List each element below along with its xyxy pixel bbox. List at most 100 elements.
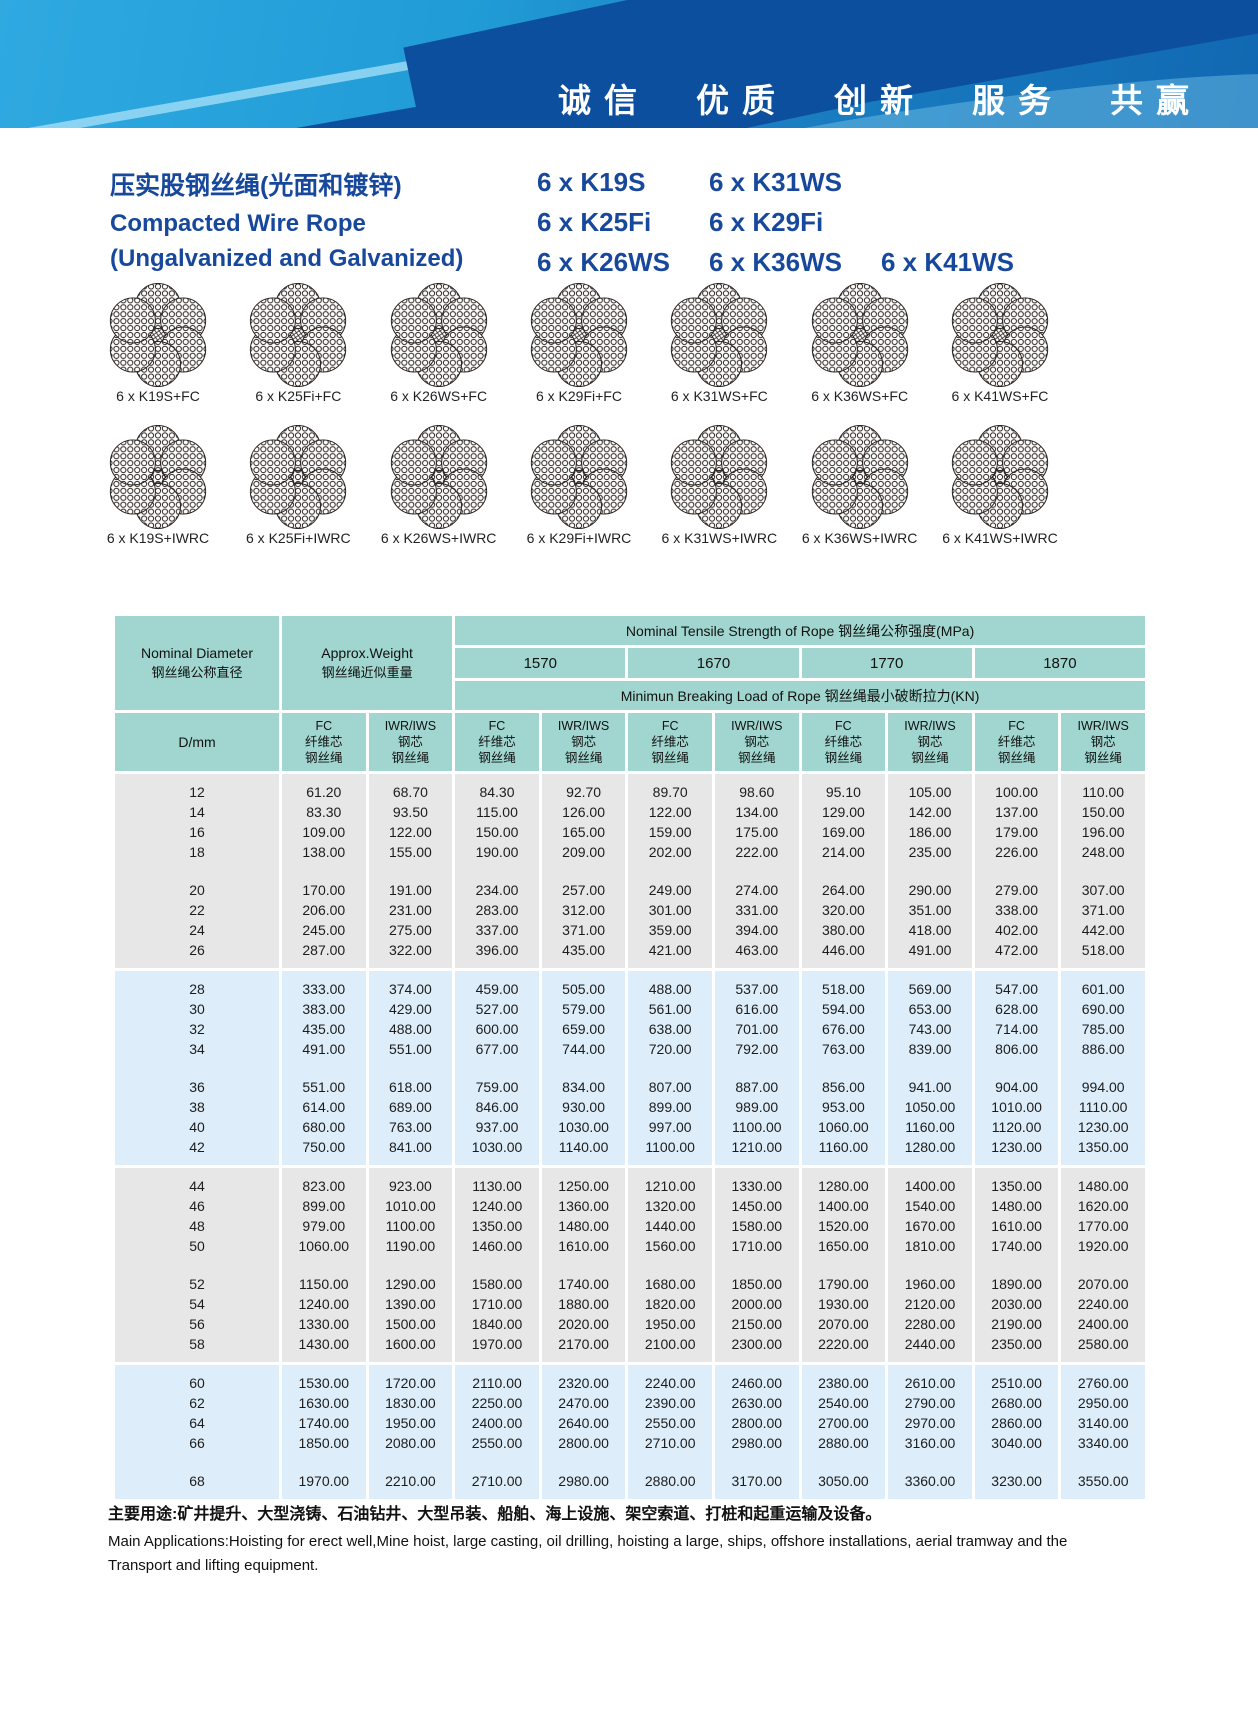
value-cell: 2070.00 [818, 1316, 869, 1332]
value-cell: 2540.00 [818, 1395, 869, 1411]
value-cell: 2880.00 [818, 1435, 869, 1451]
row-spacer [115, 1059, 279, 1077]
value-cell: 115.00 [476, 804, 518, 820]
model-label: 6 x K26WS [537, 246, 670, 277]
core-label-line: IWR/IWS [557, 719, 610, 733]
value-cell: 191.00 [388, 882, 432, 898]
value-cell: 186.00 [908, 824, 952, 840]
diameter-cell: 24 [189, 922, 205, 938]
value-cell: 1920.00 [1077, 1238, 1129, 1254]
value-cell: 1190.00 [385, 1238, 436, 1254]
value-cell: 1350.00 [1077, 1139, 1129, 1155]
core-label-line: 钢丝绳 [391, 751, 430, 765]
value-cell: 1250.00 [558, 1178, 609, 1194]
core-label-line: 钢芯 [917, 735, 943, 749]
row-spacer [802, 1453, 886, 1471]
value-cell: 418.00 [908, 922, 952, 938]
core-label-line: 钢芯 [571, 735, 597, 749]
value-cell: 202.00 [648, 844, 692, 860]
core-label-line: 纤维芯 [651, 735, 689, 749]
header-fc-core: FC 纤维芯 钢丝绳 [628, 713, 712, 771]
value-column: 1400.00 1540.00 1670.00 1810.00 1960.00 2120.… [888, 1168, 972, 1362]
value-cell: 1060.00 [298, 1238, 350, 1254]
value-cell: 83.30 [306, 804, 342, 820]
value-cell: 488.00 [388, 1021, 432, 1037]
value-cell: 290.00 [908, 882, 952, 898]
value-cell: 1440.00 [644, 1218, 696, 1234]
value-cell: 600.00 [475, 1021, 519, 1037]
value-cell: 122.00 [648, 804, 692, 820]
value-cell: 3140.00 [1077, 1415, 1129, 1431]
value-column: 1350.00 1480.00 1610.00 1740.00 1890.00 2030.… [974, 1168, 1059, 1362]
value-cell: 1450.00 [731, 1198, 783, 1214]
value-cell: 226.00 [995, 844, 1038, 860]
header-nominal-diameter: Nominal Diameter 钢丝绳公称直径 [115, 616, 279, 710]
value-cell: 150.00 [475, 824, 519, 840]
value-cell: 190.00 [475, 844, 519, 860]
diameter-column: 44 46 48 50 52 54 56 58 [115, 1168, 279, 1362]
value-cell: 3050.00 [818, 1473, 869, 1489]
value-cell: 1460.00 [471, 1238, 523, 1254]
diameter-cell: 50 [189, 1238, 205, 1254]
value-cell: 2030.00 [991, 1296, 1042, 1312]
value-cell: 743.00 [908, 1021, 952, 1037]
value-cell: 1790.00 [818, 1276, 869, 1292]
value-cell: 1770.00 [1077, 1218, 1129, 1234]
value-cell: 1850.00 [298, 1435, 350, 1451]
value-cell: 1580.00 [471, 1276, 523, 1292]
value-cell: 95.10 [825, 784, 861, 800]
diameter-cell: 38 [189, 1099, 205, 1115]
value-column: 1330.00 1450.00 1580.00 1710.00 1850.00 2000.… [714, 1168, 799, 1362]
value-cell: 551.00 [388, 1041, 432, 1057]
value-cell: 1230.00 [991, 1139, 1042, 1155]
value-cell: 2000.00 [731, 1296, 783, 1312]
core-label-line: 钢芯 [744, 735, 770, 749]
value-cell: 792.00 [735, 1041, 779, 1057]
diameter-cell: 46 [189, 1198, 205, 1214]
value-cell: 527.00 [475, 1001, 519, 1017]
value-column: 100.00 137.00 179.00 226.00 279.00 338.00 402.… [974, 774, 1059, 968]
rope-figure: 6 x K41WS+FC [934, 283, 1066, 404]
value-cell: 312.00 [562, 902, 605, 918]
value-cell: 1850.00 [731, 1276, 783, 1292]
value-column: 1530.00 1630.00 1740.00 1850.00 1970.00 [282, 1365, 366, 1499]
value-column: 923.00 1010.00 1100.00 1190.00 1290.00 1390.0… [368, 1168, 453, 1362]
core-label-line: 钢芯 [397, 735, 423, 749]
value-column: 601.00 690.00 785.00 886.00 994.00 1110.00 123… [1061, 971, 1145, 1165]
value-cell: 750.00 [302, 1139, 346, 1155]
diameter-cell: 58 [189, 1336, 205, 1352]
value-cell: 676.00 [821, 1021, 865, 1037]
diameter-cell: 42 [189, 1139, 205, 1155]
value-column: 2320.00 2470.00 2640.00 2800.00 2980.00 [541, 1365, 626, 1499]
value-cell: 2980.00 [558, 1473, 609, 1489]
row-spacer [715, 1453, 799, 1471]
value-cell: 179.00 [995, 824, 1038, 840]
value-cell: 435.00 [302, 1021, 346, 1037]
slogan-word: 诚信 [558, 82, 650, 119]
row-spacer [542, 1059, 626, 1077]
value-cell: 834.00 [562, 1079, 605, 1095]
value-cell: 1240.00 [471, 1198, 523, 1214]
value-cell: 2400.00 [1077, 1316, 1129, 1332]
diameter-cell: 26 [189, 942, 205, 958]
value-cell: 1610.00 [991, 1218, 1042, 1234]
row-spacer [715, 1256, 799, 1274]
core-label-line: 纤维芯 [997, 735, 1036, 749]
diameter-cell: 32 [189, 1021, 205, 1037]
value-cell: 1150.00 [299, 1276, 349, 1292]
value-cell: 1950.00 [385, 1415, 436, 1431]
value-cell: 383.00 [302, 1001, 346, 1017]
core-label-line: 钢丝绳 [997, 751, 1036, 765]
value-cell: 2220.00 [818, 1336, 869, 1352]
value-cell: 1610.00 [558, 1238, 609, 1254]
value-cell: 396.00 [475, 942, 519, 958]
core-label-line: 钢丝绳 [824, 751, 863, 765]
rope-figure-label: 6 x K41WS+IWRC [942, 530, 1058, 546]
value-cell: 2790.00 [904, 1395, 956, 1411]
header-iwr-core: IWR/IWS 钢芯 钢丝绳 [368, 713, 453, 771]
value-cell: 283.00 [475, 902, 519, 918]
value-cell: 93.50 [392, 804, 428, 820]
value-column: 1280.00 1400.00 1520.00 1650.00 1790.00 1930.… [801, 1168, 886, 1362]
value-cell: 491.00 [302, 1041, 346, 1057]
diameter-cell: 52 [189, 1276, 205, 1292]
